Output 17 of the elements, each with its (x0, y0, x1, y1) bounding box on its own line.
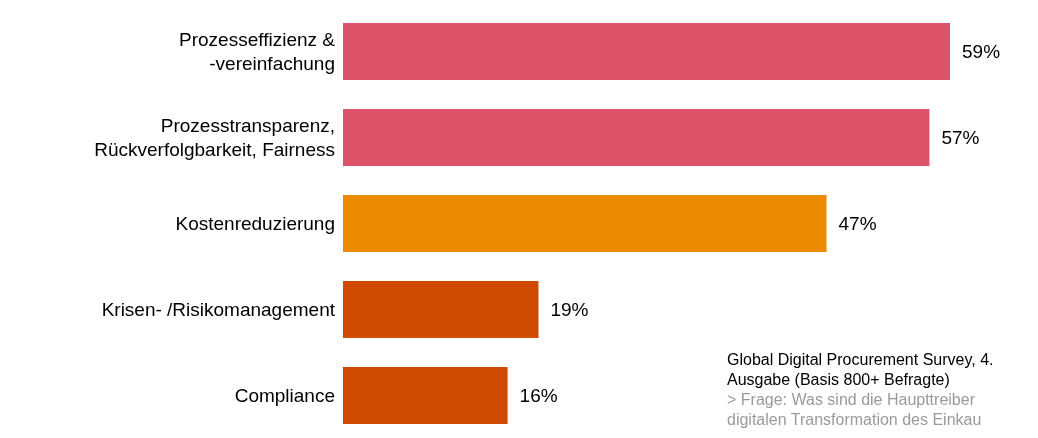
y-tick-label: Kostenreduzierung (175, 212, 335, 234)
y-tick-label: Prozesstransparenz, Rückverfolgbarkeit, Fairness (94, 114, 335, 160)
y-tick-label: Krisen- /Risikomanagement (101, 298, 336, 320)
bar (343, 23, 950, 80)
data-label: 16% (519, 385, 558, 407)
bar (343, 195, 827, 252)
data-label: 47% (838, 213, 877, 235)
data-label: 59% (962, 41, 1001, 63)
bar (343, 109, 930, 166)
y-tick-label: Prozesseffizienz & -vereinfachung (179, 28, 336, 74)
data-label: 57% (941, 127, 980, 149)
annotation: > Frage: Was sind die Haupttreiber digitalen Transformation des Einkau (727, 390, 983, 430)
data-label: 19% (550, 299, 589, 321)
annotation: Global Digital Procurement Survey, 4. Ausgabe (Basis 800+ Befragte) (727, 350, 995, 390)
bar (343, 281, 539, 338)
bar (343, 367, 508, 424)
y-tick-label: Compliance (234, 384, 335, 406)
